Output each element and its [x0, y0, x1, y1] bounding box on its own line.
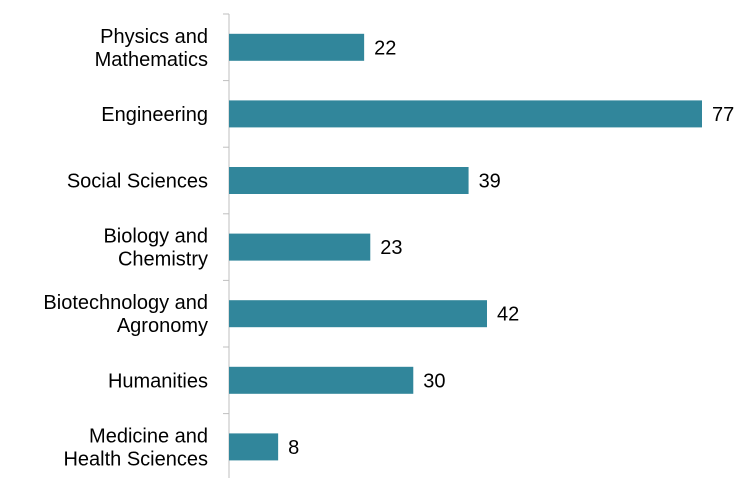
bar-value-label: 30	[423, 370, 445, 392]
bar	[229, 233, 371, 261]
category-label: Social Sciences	[67, 171, 208, 193]
bars-layer	[229, 33, 702, 461]
bar-value-label: 77	[712, 104, 734, 126]
bar	[229, 167, 469, 194]
labels-layer: 22 Physics and Mathematics 77 Engineering 39 S…	[43, 26, 734, 471]
category-label-line: Engineering	[101, 104, 208, 126]
bar-value-label: 22	[374, 37, 396, 59]
category-label: Biology and Chemistry	[103, 226, 208, 271]
category-label-line: Mathematics	[95, 49, 208, 71]
category-label-line: Social Sciences	[67, 171, 208, 193]
category-label-line: Health Sciences	[63, 448, 208, 470]
category-label: Engineering	[101, 104, 208, 126]
bar-value-label: 8	[288, 437, 299, 459]
bar	[229, 433, 279, 461]
bar	[229, 100, 702, 128]
category-label-line: Humanities	[108, 370, 208, 392]
category-label: Biotechnology and Agronomy	[43, 292, 208, 337]
y-axis-layer	[223, 13, 230, 478]
category-label-line: Chemistry	[118, 249, 208, 271]
category-label-line: Biotechnology and	[43, 292, 208, 314]
bar	[229, 33, 365, 61]
category-label: Humanities	[108, 370, 208, 392]
category-label-line: Physics and	[100, 26, 208, 48]
category-label: Physics and Mathematics	[95, 26, 208, 71]
category-label: Medicine and Health Sciences	[63, 425, 208, 470]
bar	[229, 300, 487, 328]
bar	[229, 366, 414, 394]
category-label-line: Biology and	[103, 226, 208, 248]
bar-value-label: 23	[380, 237, 402, 259]
bar-value-label: 39	[479, 171, 501, 193]
bar-value-label: 42	[497, 304, 519, 326]
category-label-line: Medicine and	[89, 425, 208, 447]
category-label-line: Agronomy	[117, 315, 208, 337]
